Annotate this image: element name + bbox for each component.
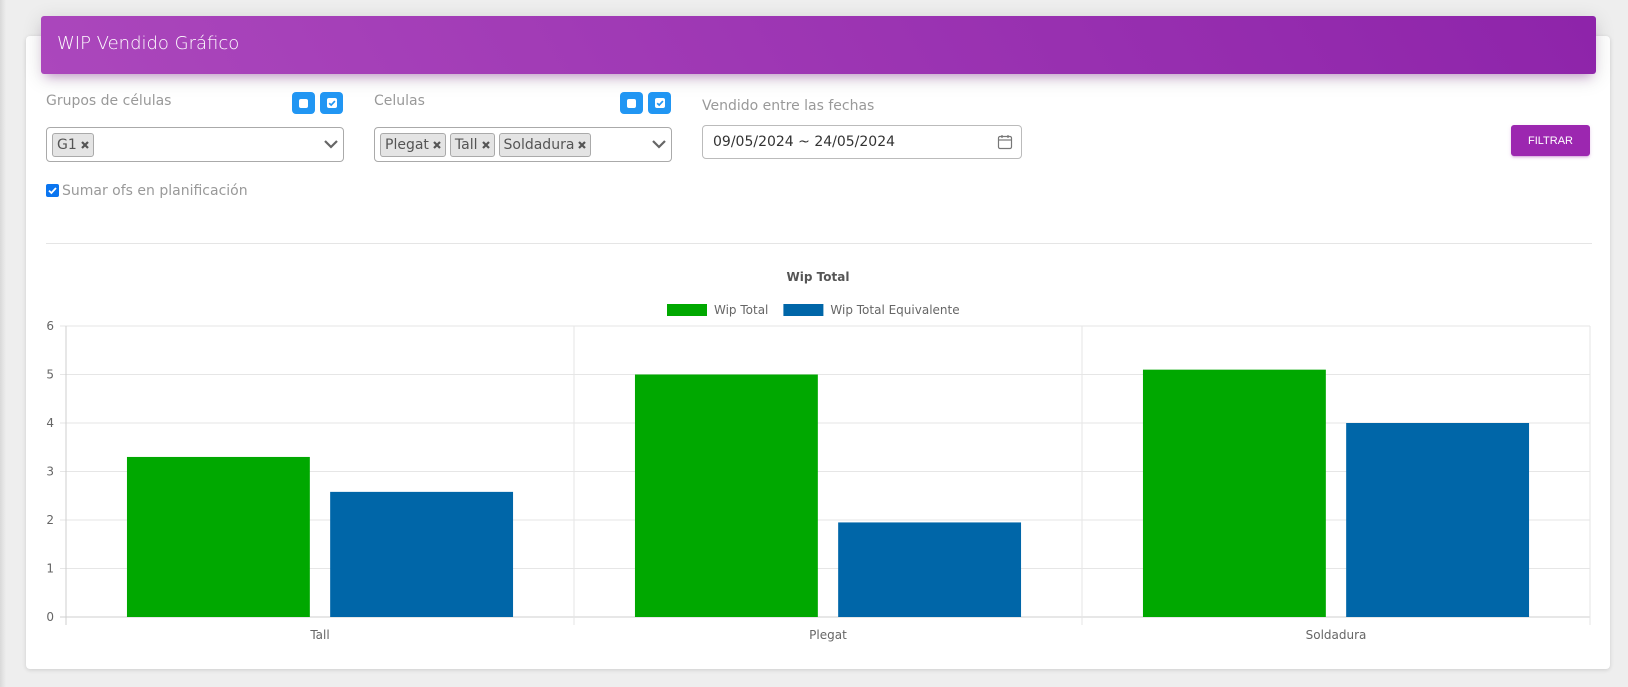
groups-tag: G1 (52, 132, 94, 157)
tag-label: Tall (454, 136, 478, 153)
legend-swatch (783, 304, 824, 316)
remove-tag-icon[interactable] (577, 140, 587, 150)
x-tick-label: Plegat (809, 628, 847, 642)
bar-wip-total[interactable] (1142, 369, 1326, 617)
tag-label: G1 (57, 136, 77, 153)
legend-label: Wip Total Equivalente (830, 303, 959, 317)
card-header: WIP Vendido Gráfico (41, 16, 1596, 74)
tag-label: Soldadura (503, 136, 575, 153)
chevron-down-icon[interactable] (651, 136, 667, 156)
tag-label: Plegat (385, 136, 429, 153)
legend-label: Wip Total (714, 303, 768, 317)
bar-wip-total[interactable] (126, 456, 310, 617)
y-tick-label: 0 (46, 610, 54, 624)
sum-planning-checkbox[interactable] (46, 184, 59, 197)
divider (46, 243, 1592, 244)
cells-tag: Plegat (380, 132, 446, 157)
remove-tag-icon[interactable] (481, 140, 491, 150)
groups-label: Grupos de células (46, 93, 172, 109)
square-icon (627, 98, 636, 108)
x-tick-label: Tall (309, 628, 329, 642)
bar-wip-total-equivalente[interactable] (838, 522, 1022, 617)
page-title: WIP Vendido Gráfico (57, 33, 240, 54)
bar-wip-total-equivalente[interactable] (330, 491, 514, 617)
square-icon (299, 98, 308, 108)
sum-planning-label: Sumar ofs en planificación (62, 183, 248, 199)
x-tick-label: Soldadura (1306, 628, 1367, 642)
chart-axes: 0 1 2 3 4 5 6 Tall Plegat Soldadura (46, 319, 1366, 642)
y-tick-label: 2 (46, 513, 54, 527)
chart-bars (126, 369, 1530, 618)
bar-wip-total[interactable] (634, 374, 818, 618)
checkmark-icon (48, 187, 57, 195)
date-range-input[interactable]: 09/05/2024 ~ 24/05/2024 (702, 125, 1022, 159)
cells-label: Celulas (374, 93, 425, 109)
y-tick-label: 3 (46, 465, 54, 479)
chart-grid (60, 325, 1591, 625)
remove-tag-icon[interactable] (80, 140, 90, 150)
filter-button[interactable]: Filtrar (1511, 125, 1590, 156)
cells-tag: Tall (449, 132, 495, 157)
cells-deselect-all-button[interactable] (620, 92, 643, 114)
groups-deselect-all-button[interactable] (292, 92, 315, 114)
y-tick-label: 6 (46, 319, 54, 333)
cells-select-all-button[interactable] (648, 92, 671, 114)
check-square-icon (654, 98, 665, 108)
y-tick-label: 5 (46, 368, 54, 382)
page-edge-shadow (0, 0, 6, 687)
check-square-icon (326, 98, 337, 108)
cells-tag: Soldadura (498, 132, 592, 157)
cells-select[interactable]: Plegat Tall Soldadura (374, 127, 672, 162)
bar-wip-total-equivalente[interactable] (1346, 423, 1530, 617)
date-range-value: 09/05/2024 ~ 24/05/2024 (713, 134, 896, 150)
y-tick-label: 4 (46, 416, 54, 430)
groups-select[interactable]: G1 (46, 127, 344, 162)
chart-legend: Wip Total Wip Total Equivalente (667, 303, 960, 317)
chevron-down-icon[interactable] (323, 136, 339, 156)
chart-title: Wip Total (787, 270, 850, 284)
legend-swatch (667, 304, 707, 316)
remove-tag-icon[interactable] (432, 140, 442, 150)
calendar-icon[interactable] (997, 134, 1013, 154)
groups-select-all-button[interactable] (320, 92, 343, 114)
dates-label: Vendido entre las fechas (702, 98, 875, 114)
y-tick-label: 1 (46, 562, 54, 576)
